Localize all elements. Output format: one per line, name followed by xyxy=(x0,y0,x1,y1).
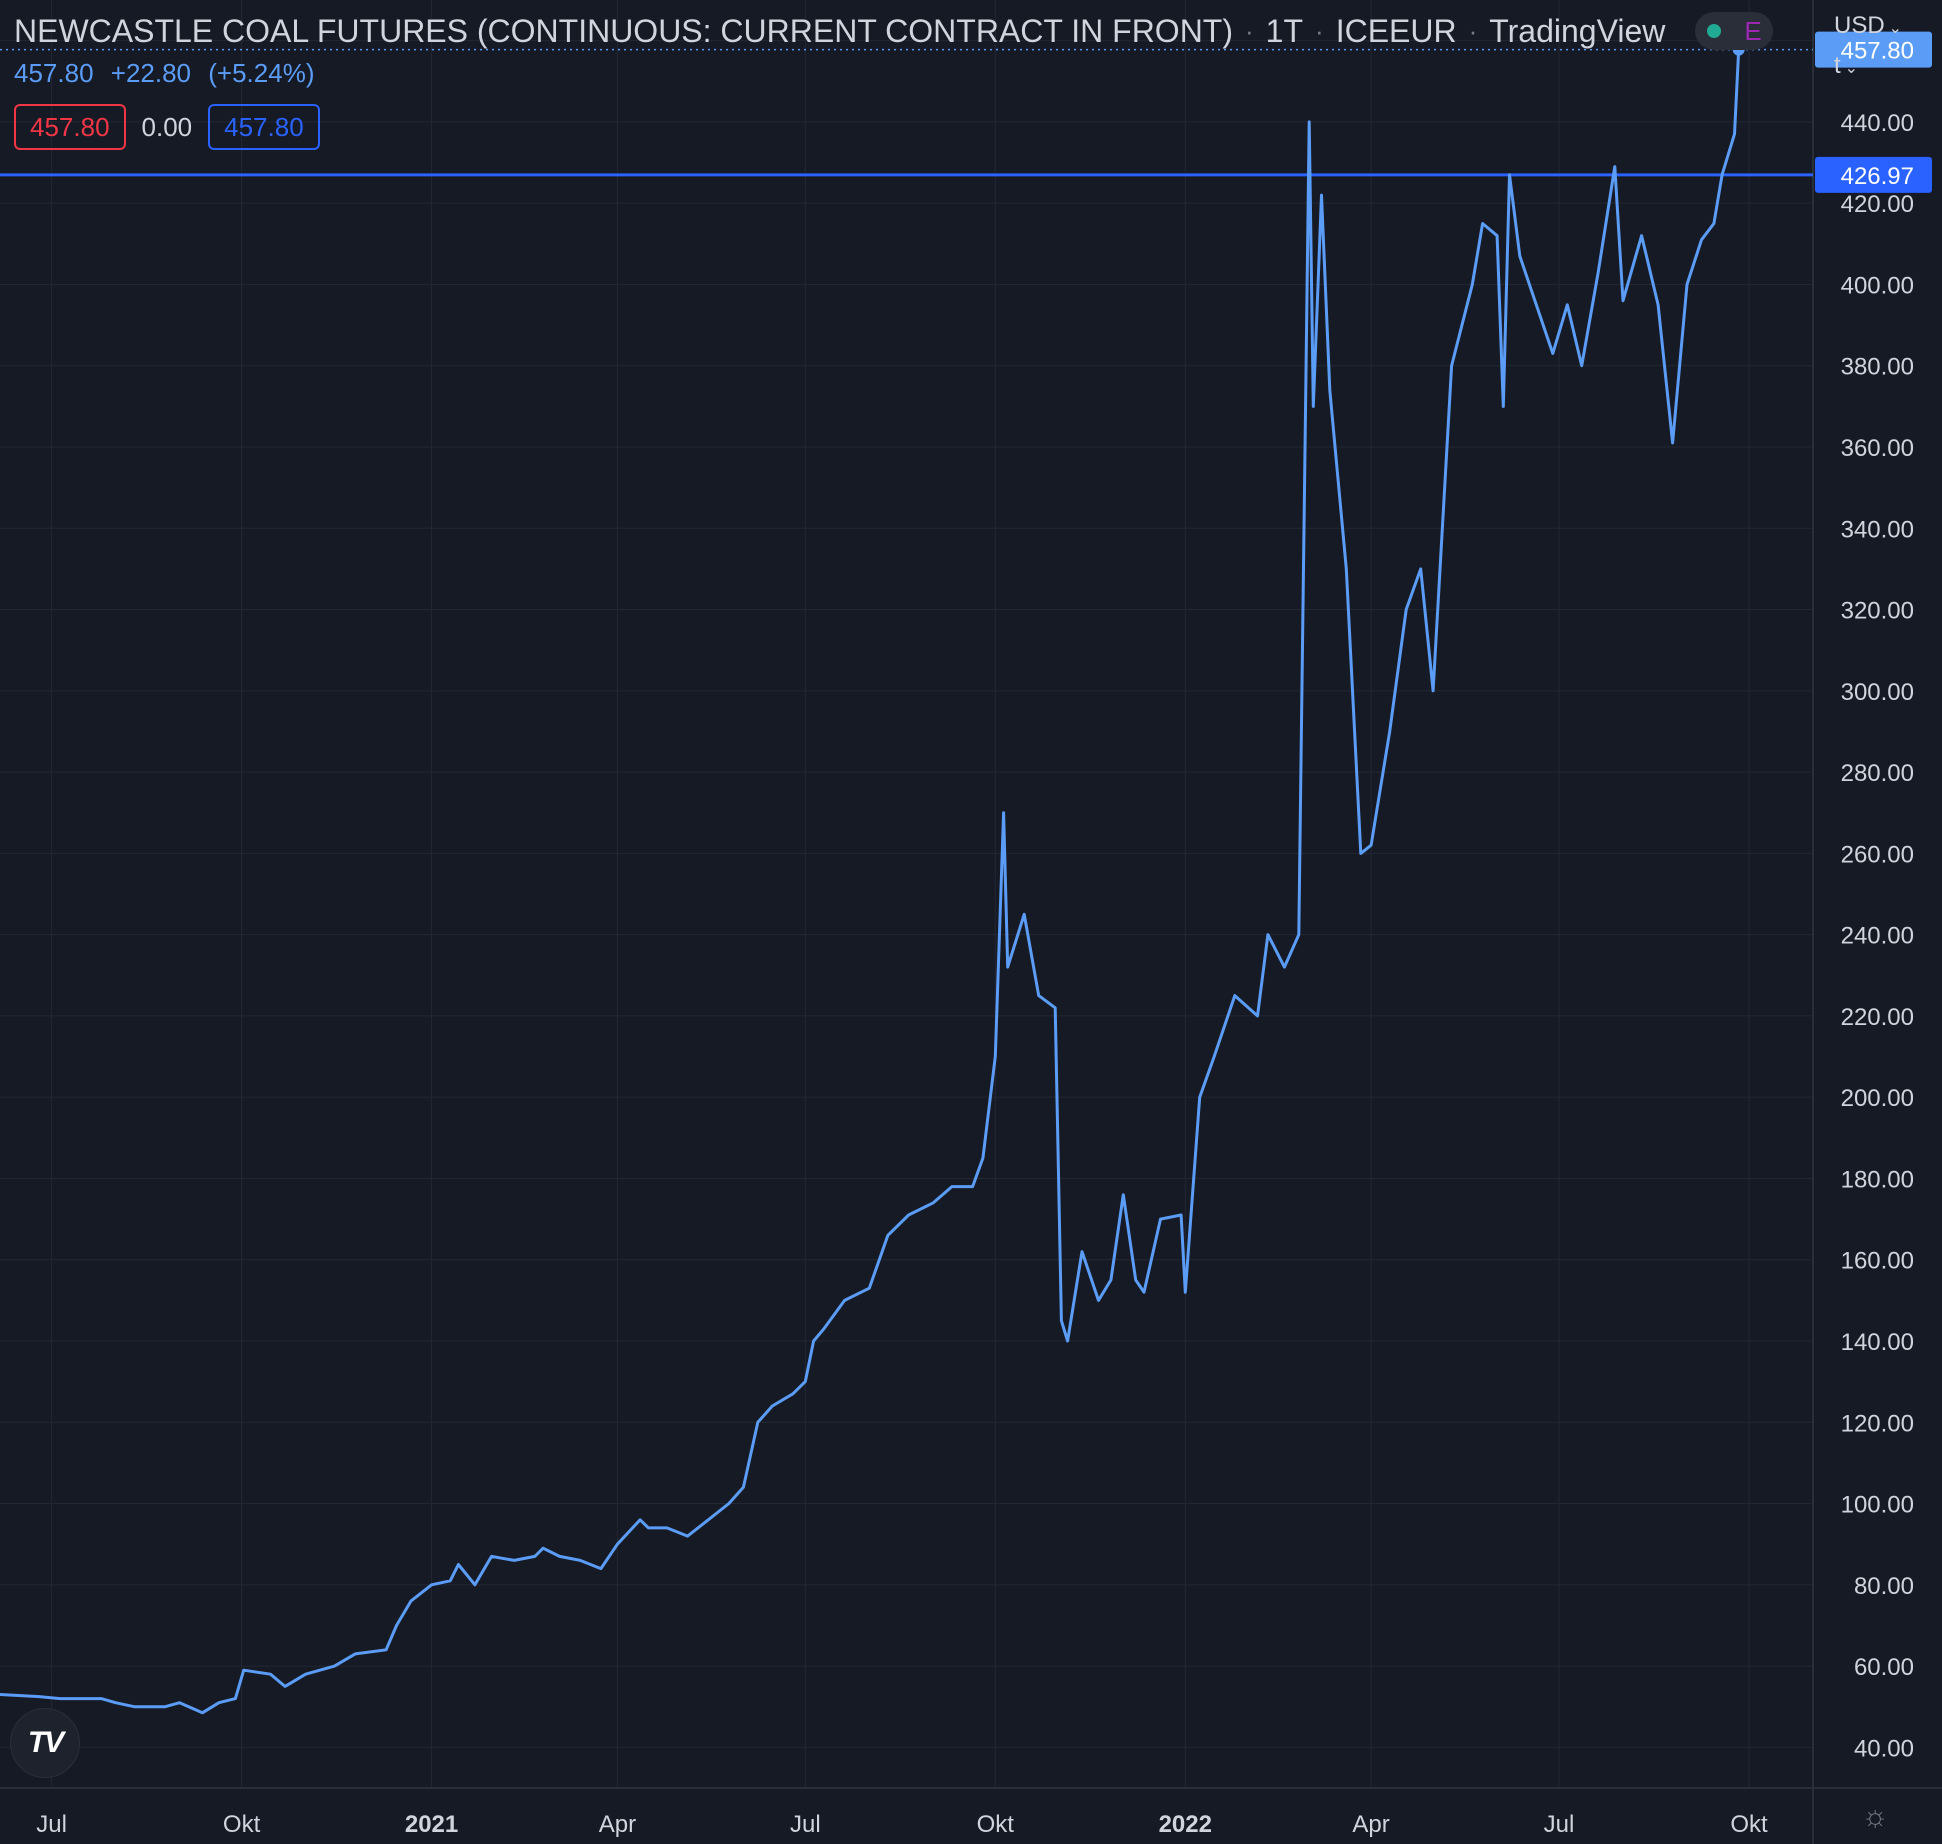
x-tick-label: 2022 xyxy=(1159,1811,1212,1838)
sell-button[interactable]: 457.80 xyxy=(14,104,126,150)
x-tick-label: Jul xyxy=(36,1811,67,1838)
quote-line: 457.80 +22.80 (+5.24%) xyxy=(14,58,324,89)
y-tick-label: 400.00 xyxy=(1841,272,1914,299)
y-tick-label: 340.00 xyxy=(1841,516,1914,543)
y-tick-label: 160.00 xyxy=(1841,1248,1914,1275)
y-tick-label: 80.00 xyxy=(1854,1573,1914,1600)
y-tick-label: 140.00 xyxy=(1841,1329,1914,1356)
y-tick-label: 280.00 xyxy=(1841,760,1914,787)
source-label: TradingView xyxy=(1489,12,1666,49)
y-tick-label: 60.00 xyxy=(1854,1654,1914,1681)
chevron-down-icon: ⌄ xyxy=(1888,20,1903,37)
chart-plot-area xyxy=(0,43,1813,1715)
trade-buttons: 457.80 0.00 457.80 xyxy=(14,104,320,150)
x-tick-label: Okt xyxy=(1730,1811,1768,1838)
y-tick-label: 100.00 xyxy=(1841,1492,1914,1519)
interval-label[interactable]: 1T xyxy=(1265,12,1304,49)
x-tick-label: Apr xyxy=(599,1811,636,1838)
separator-dot: · xyxy=(1315,15,1324,46)
y-tick-label: 200.00 xyxy=(1841,1085,1914,1112)
last-price: 457.80 xyxy=(14,58,94,88)
chart-grid xyxy=(0,0,1813,1788)
hline-price-tag: 426.97 xyxy=(1841,163,1914,190)
y-tick-label: 440.00 xyxy=(1841,110,1914,137)
separator-dot: · xyxy=(1245,15,1254,46)
tradingview-logo-icon[interactable]: TV xyxy=(10,1708,80,1778)
y-tick-label: 120.00 xyxy=(1841,1410,1914,1437)
y-tick-label: 380.00 xyxy=(1841,354,1914,381)
price-scale[interactable]: 40.00 60.00 80.00 100.00 120.00 140.00 160.00 1… xyxy=(1815,29,1932,1763)
y-tick-label: 260.00 xyxy=(1841,841,1914,868)
price-change-percent: (+5.24%) xyxy=(208,58,315,88)
hline-price-tag-bg xyxy=(1815,156,1932,193)
buy-button[interactable]: 457.80 xyxy=(208,104,320,150)
gear-icon[interactable]: ☼ xyxy=(1861,1800,1889,1833)
price-change: +22.80 xyxy=(110,58,192,88)
x-tick-label: Jul xyxy=(790,1811,821,1838)
last-price-tag: 457.80 xyxy=(1841,38,1914,65)
y-tick-label: 220.00 xyxy=(1841,1004,1914,1031)
chart-header: NEWCASTLE COAL FUTURES (CONTINUOUS: CURR… xyxy=(14,12,1774,50)
time-scale[interactable]: Jul Okt 2021 Apr Jul Okt 2022 Apr Jul Okt xyxy=(36,1811,1768,1838)
x-tick-label: 2021 xyxy=(405,1811,458,1838)
y-tick-label: 180.00 xyxy=(1841,1166,1914,1193)
exchange-label: ICEEUR xyxy=(1335,12,1457,49)
unit-selector[interactable]: t ⌄ xyxy=(1834,52,1858,80)
currency-label: USD xyxy=(1834,12,1885,39)
symbol-title[interactable]: NEWCASTLE COAL FUTURES (CONTINUOUS: CURR… xyxy=(14,12,1233,49)
last-price-tag-bg xyxy=(1815,31,1932,68)
x-tick-label: Apr xyxy=(1352,1811,1389,1838)
y-tick-label: 420.00 xyxy=(1841,191,1914,218)
x-tick-label: Okt xyxy=(977,1811,1015,1838)
chevron-down-icon: ⌄ xyxy=(1844,60,1859,77)
y-tick-label: 300.00 xyxy=(1841,679,1914,706)
x-tick-label: Okt xyxy=(223,1811,261,1838)
separator-dot: · xyxy=(1468,15,1478,46)
unit-label: t xyxy=(1834,52,1841,79)
spread-value: 0.00 xyxy=(141,111,193,142)
y-tick-label: 360.00 xyxy=(1841,435,1914,462)
market-open-dot-icon xyxy=(1707,24,1722,38)
y-tick-label: 240.00 xyxy=(1841,923,1914,950)
y-tick-label: 320.00 xyxy=(1841,598,1914,625)
market-status-letter: E xyxy=(1744,15,1762,46)
series-line[interactable] xyxy=(0,49,1741,1715)
y-tick-label: 40.00 xyxy=(1854,1735,1914,1762)
market-status-pill[interactable]: E xyxy=(1695,12,1774,50)
currency-selector[interactable]: USD ⌄ xyxy=(1834,12,1902,40)
x-tick-label: Jul xyxy=(1544,1811,1575,1838)
